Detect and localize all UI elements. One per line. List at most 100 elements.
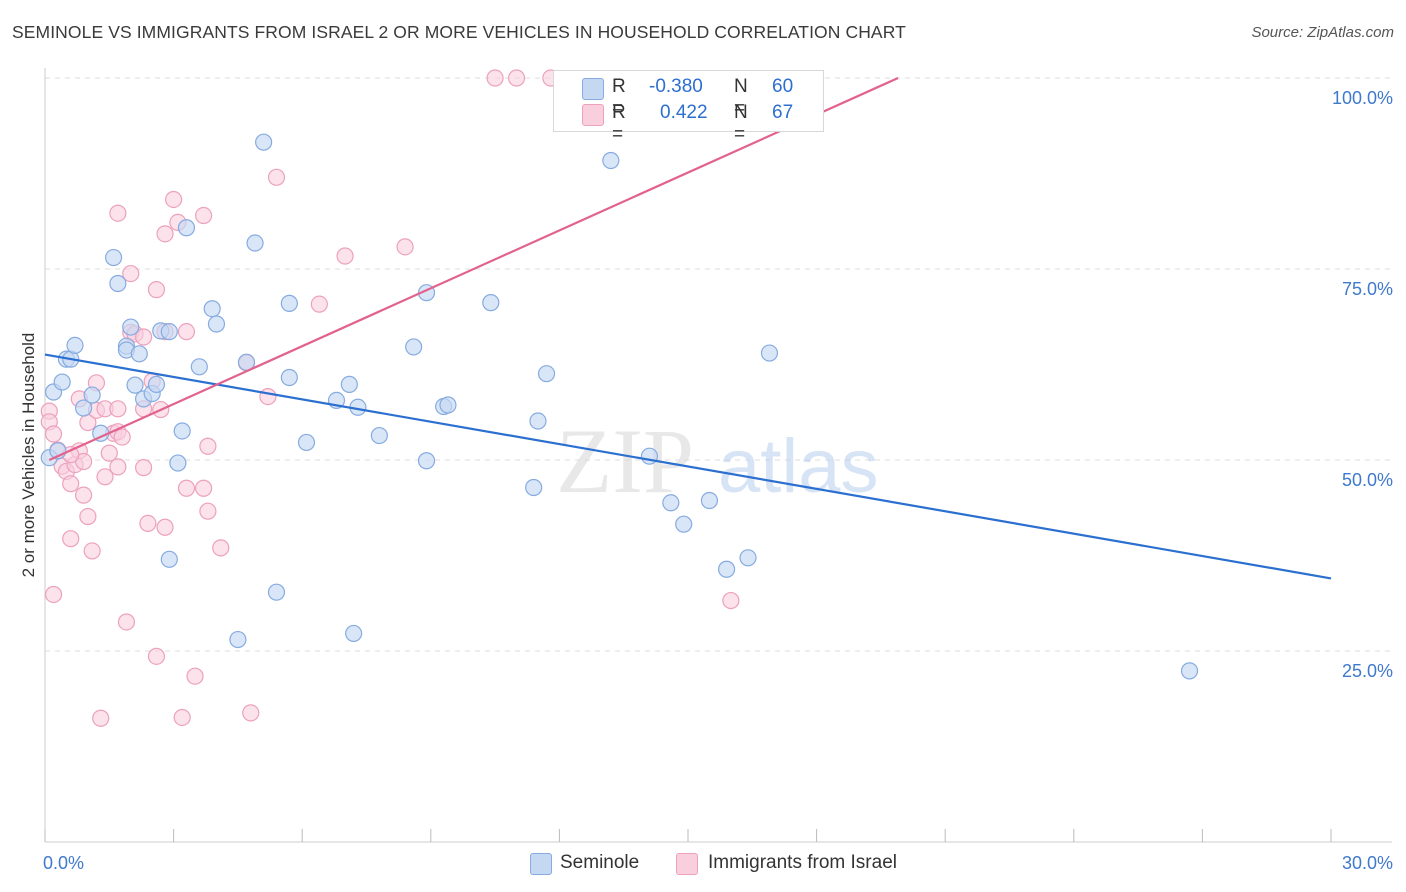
seminole-point — [74, 399, 93, 417]
israel-point — [122, 264, 140, 283]
israel-point — [109, 458, 127, 476]
seminole-point — [229, 630, 247, 649]
seminole-legend-label: Seminole — [560, 852, 640, 873]
israel-point — [186, 667, 204, 685]
series-seminole-points — [40, 133, 1199, 680]
israel-point — [199, 437, 217, 455]
seminole-swatch — [582, 78, 604, 100]
israel-point — [267, 168, 286, 186]
seminole-point — [717, 560, 736, 578]
seminole-point — [529, 412, 547, 430]
seminole-point — [280, 368, 298, 387]
israel-legend-swatch — [676, 853, 698, 875]
israel-point — [173, 708, 191, 727]
israel-n-value: 67 — [772, 102, 794, 123]
source-credit: Source: ZipAtlas.com — [1251, 24, 1394, 41]
israel-point — [199, 502, 217, 520]
israel-point — [165, 190, 183, 209]
israel-point — [396, 238, 414, 256]
israel-point — [100, 444, 118, 462]
correlation-legend: R = -0.380 N = 60 R = 0.422 N = 67 — [553, 70, 824, 145]
seminole-point — [177, 219, 196, 237]
seminole-point — [602, 151, 620, 170]
israel-legend-label: Immigrants from Israel — [708, 852, 897, 873]
x-tick-label-max: 30.0% — [1342, 853, 1393, 873]
seminole-point — [662, 494, 680, 512]
seminole-point — [83, 386, 101, 404]
seminole-point — [104, 248, 123, 267]
israel-point — [44, 585, 63, 604]
israel-point — [109, 204, 127, 222]
seminole-r-value: -0.380 — [649, 76, 703, 97]
y-axis-label: 2 or more Vehicles in Household — [19, 333, 38, 578]
seminole-point — [66, 336, 84, 354]
israel-point — [79, 507, 97, 526]
seminole-point — [173, 422, 191, 440]
legend-r-label: R = — [612, 76, 626, 119]
seminole-point — [190, 358, 208, 376]
seminole-point — [340, 375, 358, 393]
seminole-point — [203, 300, 221, 318]
chart-title: SEMINOLE VS IMMIGRANTS FROM ISRAEL 2 OR … — [12, 22, 906, 42]
israel-trend-line — [48, 76, 899, 462]
israel-point — [195, 206, 213, 225]
x-tick-label-min: 0.0% — [43, 853, 84, 873]
seminole-point — [525, 478, 543, 497]
legend-n-label: N = — [734, 102, 748, 145]
israel-point — [486, 69, 504, 87]
seminole-point — [160, 550, 178, 568]
seminole-point — [370, 426, 388, 445]
seminole-point — [439, 396, 457, 414]
seminole-point — [345, 624, 363, 643]
israel-point — [62, 530, 80, 548]
israel-point — [62, 475, 80, 493]
israel-point — [83, 542, 101, 560]
seminole-n-value: 60 — [772, 76, 794, 97]
israel-point — [212, 539, 230, 557]
israel-point — [96, 468, 114, 486]
israel-point — [177, 323, 196, 341]
seminole-point — [760, 344, 779, 362]
seminole-point — [160, 323, 178, 341]
grid-lines — [45, 77, 1392, 652]
israel-point — [722, 591, 740, 610]
seminole-point — [1180, 662, 1199, 680]
tick-labels: 25.0% 50.0% 75.0% 100.0% 0.0% 30.0% — [43, 88, 1393, 873]
seminole-point — [739, 549, 757, 567]
seminole-point — [482, 294, 500, 312]
seminole-point — [130, 345, 148, 363]
watermark: ZIP atlas — [556, 410, 879, 512]
seminole-point — [417, 452, 436, 470]
israel-point — [147, 647, 166, 665]
seminole-point — [122, 318, 140, 336]
israel-point — [156, 225, 174, 243]
israel-point — [242, 704, 260, 722]
seminole-point — [207, 315, 226, 333]
israel-point — [134, 328, 153, 346]
israel-point — [139, 514, 157, 533]
israel-point — [117, 613, 136, 631]
seminole-point — [169, 454, 187, 472]
series-israel-points — [40, 69, 740, 727]
seminole-point — [246, 234, 264, 252]
israel-r-value: 0.422 — [660, 102, 708, 123]
israel-point — [74, 486, 93, 504]
seminole-trend-line — [44, 353, 1332, 580]
seminole-point — [267, 583, 286, 601]
israel-point — [195, 479, 213, 497]
israel-point — [507, 69, 526, 87]
seminole-point — [700, 491, 719, 510]
israel-point — [156, 518, 174, 536]
legend-r-label: R = — [612, 102, 626, 145]
israel-point — [134, 459, 153, 477]
y-tick-label: 100.0% — [1332, 88, 1393, 108]
seminole-point — [109, 274, 127, 293]
seminole-point — [405, 338, 423, 356]
israel-point — [113, 428, 131, 446]
y-tick-label: 75.0% — [1342, 279, 1393, 299]
seminole-point — [126, 376, 144, 394]
israel-point — [336, 247, 354, 265]
seminole-legend-swatch — [530, 853, 552, 875]
israel-point — [259, 387, 277, 406]
